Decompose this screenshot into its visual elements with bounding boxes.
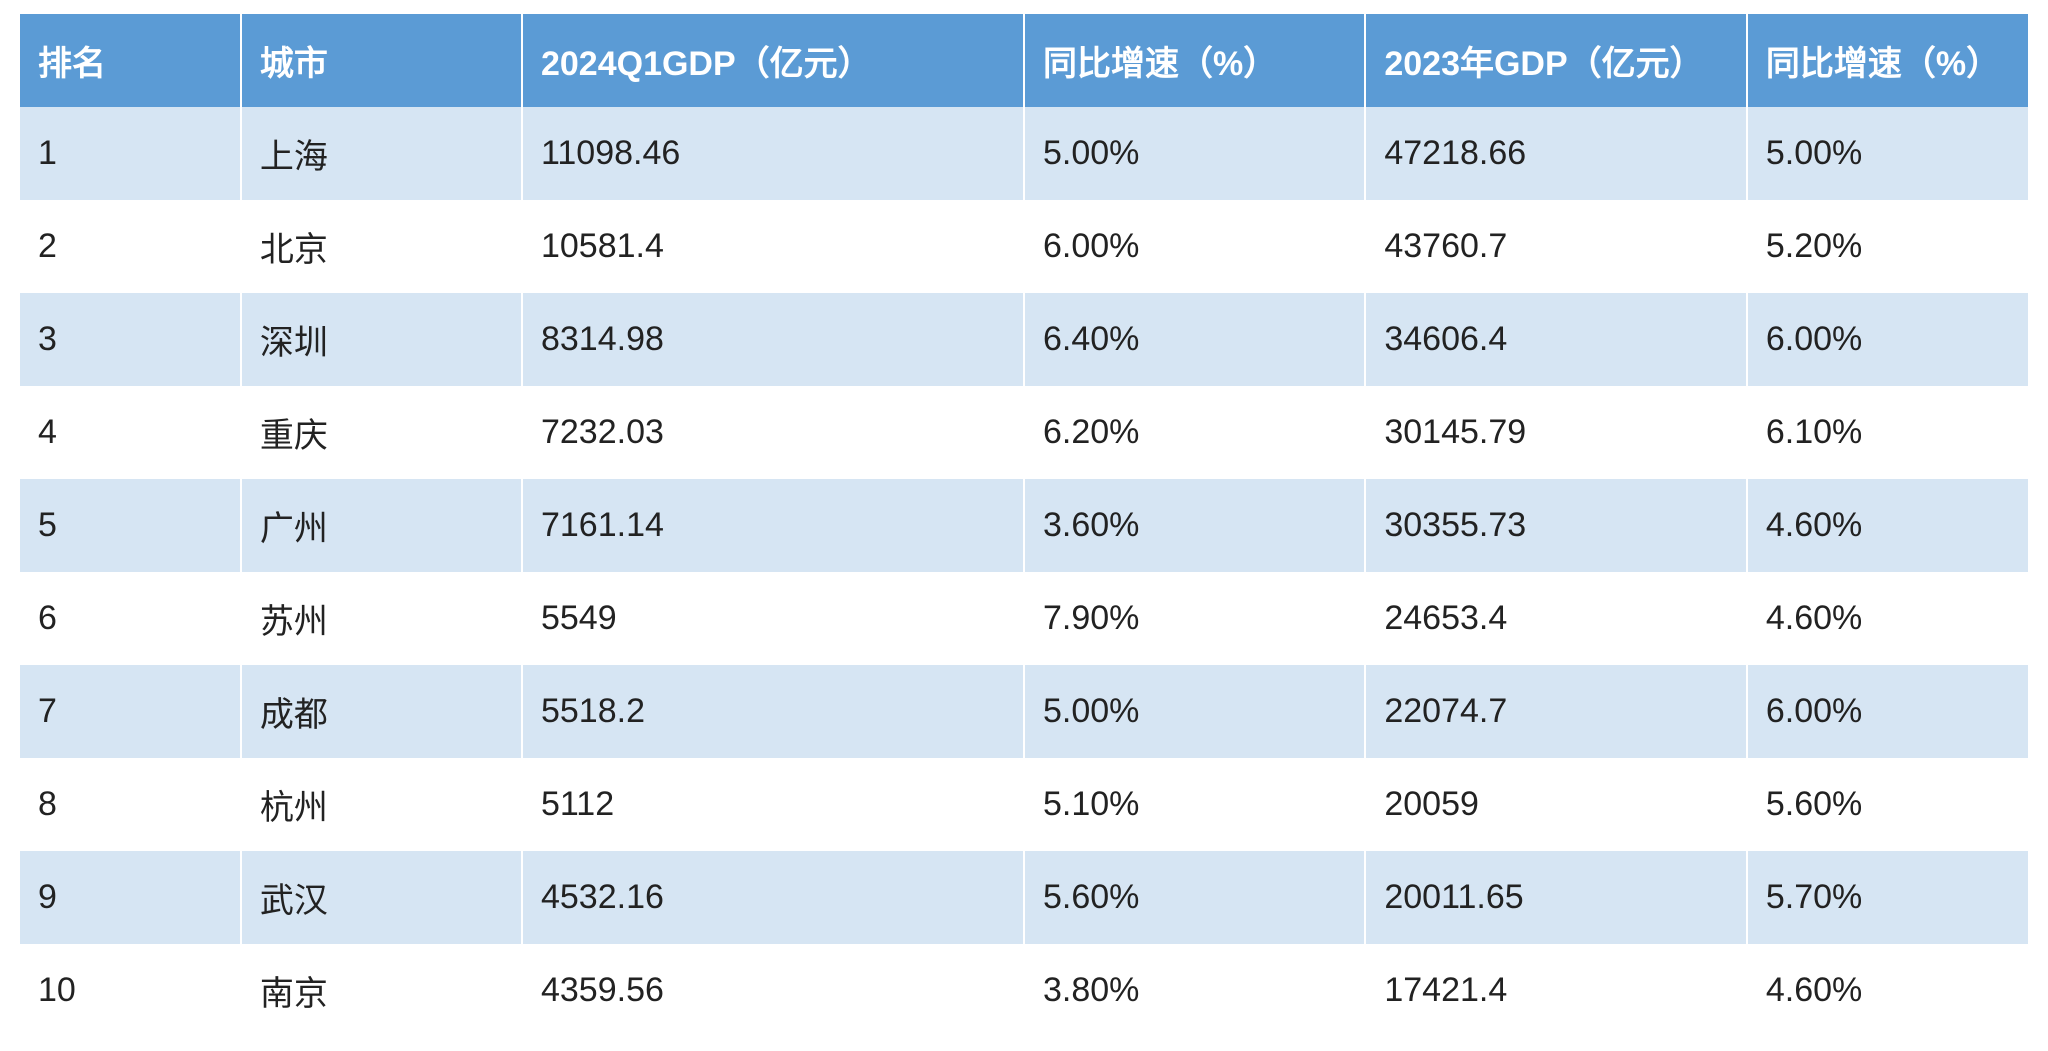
col-header-0: 排名 <box>20 14 241 107</box>
cell-r8-c1: 武汉 <box>241 851 522 944</box>
cell-r8-c2: 4532.16 <box>522 851 1024 944</box>
table-row: 2北京10581.46.00%43760.75.20% <box>20 200 2028 293</box>
col-header-3: 同比增速（%） <box>1024 14 1365 107</box>
cell-r4-c4: 30355.73 <box>1365 479 1747 572</box>
cell-r4-c1: 广州 <box>241 479 522 572</box>
cell-r7-c3: 5.10% <box>1024 758 1365 851</box>
cell-r7-c1: 杭州 <box>241 758 522 851</box>
cell-r7-c5: 5.60% <box>1747 758 2028 851</box>
cell-r0-c4: 47218.66 <box>1365 107 1747 200</box>
cell-r1-c3: 6.00% <box>1024 200 1365 293</box>
cell-r5-c4: 24653.4 <box>1365 572 1747 665</box>
cell-r0-c2: 11098.46 <box>522 107 1024 200</box>
table-row: 7成都5518.25.00%22074.76.00% <box>20 665 2028 758</box>
table-row: 5广州7161.143.60%30355.734.60% <box>20 479 2028 572</box>
cell-r7-c4: 20059 <box>1365 758 1747 851</box>
cell-r6-c2: 5518.2 <box>522 665 1024 758</box>
cell-r9-c2: 4359.56 <box>522 944 1024 1037</box>
col-header-5: 同比增速（%） <box>1747 14 2028 107</box>
cell-r1-c4: 43760.7 <box>1365 200 1747 293</box>
cell-r4-c3: 3.60% <box>1024 479 1365 572</box>
col-header-4: 2023年GDP（亿元） <box>1365 14 1747 107</box>
cell-r5-c0: 6 <box>20 572 241 665</box>
cell-r0-c5: 5.00% <box>1747 107 2028 200</box>
cell-r3-c0: 4 <box>20 386 241 479</box>
cell-r9-c3: 3.80% <box>1024 944 1365 1037</box>
cell-r1-c1: 北京 <box>241 200 522 293</box>
table-row: 3深圳8314.986.40%34606.46.00% <box>20 293 2028 386</box>
cell-r7-c2: 5112 <box>522 758 1024 851</box>
cell-r3-c1: 重庆 <box>241 386 522 479</box>
cell-r2-c3: 6.40% <box>1024 293 1365 386</box>
cell-r0-c0: 1 <box>20 107 241 200</box>
cell-r8-c3: 5.60% <box>1024 851 1365 944</box>
cell-r4-c2: 7161.14 <box>522 479 1024 572</box>
col-header-2: 2024Q1GDP（亿元） <box>522 14 1024 107</box>
table-row: 1上海11098.465.00%47218.665.00% <box>20 107 2028 200</box>
cell-r6-c1: 成都 <box>241 665 522 758</box>
cell-r5-c5: 4.60% <box>1747 572 2028 665</box>
cell-r3-c5: 6.10% <box>1747 386 2028 479</box>
cell-r6-c5: 6.00% <box>1747 665 2028 758</box>
table-row: 6苏州55497.90%24653.44.60% <box>20 572 2028 665</box>
table-row: 10南京4359.563.80%17421.44.60% <box>20 944 2028 1037</box>
cell-r2-c4: 34606.4 <box>1365 293 1747 386</box>
cell-r1-c5: 5.20% <box>1747 200 2028 293</box>
cell-r3-c2: 7232.03 <box>522 386 1024 479</box>
cell-r3-c3: 6.20% <box>1024 386 1365 479</box>
table-row: 9武汉4532.165.60%20011.655.70% <box>20 851 2028 944</box>
table-header-row: 排名城市2024Q1GDP（亿元）同比增速（%）2023年GDP（亿元）同比增速… <box>20 14 2028 107</box>
cell-r6-c0: 7 <box>20 665 241 758</box>
cell-r2-c1: 深圳 <box>241 293 522 386</box>
cell-r4-c5: 4.60% <box>1747 479 2028 572</box>
cell-r2-c5: 6.00% <box>1747 293 2028 386</box>
table-row: 4重庆7232.036.20%30145.796.10% <box>20 386 2028 479</box>
cell-r3-c4: 30145.79 <box>1365 386 1747 479</box>
cell-r9-c1: 南京 <box>241 944 522 1037</box>
cell-r9-c5: 4.60% <box>1747 944 2028 1037</box>
gdp-table: 排名城市2024Q1GDP（亿元）同比增速（%）2023年GDP（亿元）同比增速… <box>20 14 2028 1037</box>
cell-r4-c0: 5 <box>20 479 241 572</box>
cell-r0-c3: 5.00% <box>1024 107 1365 200</box>
cell-r6-c3: 5.00% <box>1024 665 1365 758</box>
cell-r8-c0: 9 <box>20 851 241 944</box>
cell-r1-c0: 2 <box>20 200 241 293</box>
cell-r0-c1: 上海 <box>241 107 522 200</box>
cell-r2-c0: 3 <box>20 293 241 386</box>
cell-r8-c4: 20011.65 <box>1365 851 1747 944</box>
cell-r2-c2: 8314.98 <box>522 293 1024 386</box>
cell-r1-c2: 10581.4 <box>522 200 1024 293</box>
cell-r9-c4: 17421.4 <box>1365 944 1747 1037</box>
table-container: 排名城市2024Q1GDP（亿元）同比增速（%）2023年GDP（亿元）同比增速… <box>0 0 2048 1051</box>
cell-r6-c4: 22074.7 <box>1365 665 1747 758</box>
cell-r9-c0: 10 <box>20 944 241 1037</box>
cell-r5-c2: 5549 <box>522 572 1024 665</box>
cell-r5-c3: 7.90% <box>1024 572 1365 665</box>
cell-r7-c0: 8 <box>20 758 241 851</box>
col-header-1: 城市 <box>241 14 522 107</box>
cell-r5-c1: 苏州 <box>241 572 522 665</box>
cell-r8-c5: 5.70% <box>1747 851 2028 944</box>
table-row: 8杭州51125.10%200595.60% <box>20 758 2028 851</box>
